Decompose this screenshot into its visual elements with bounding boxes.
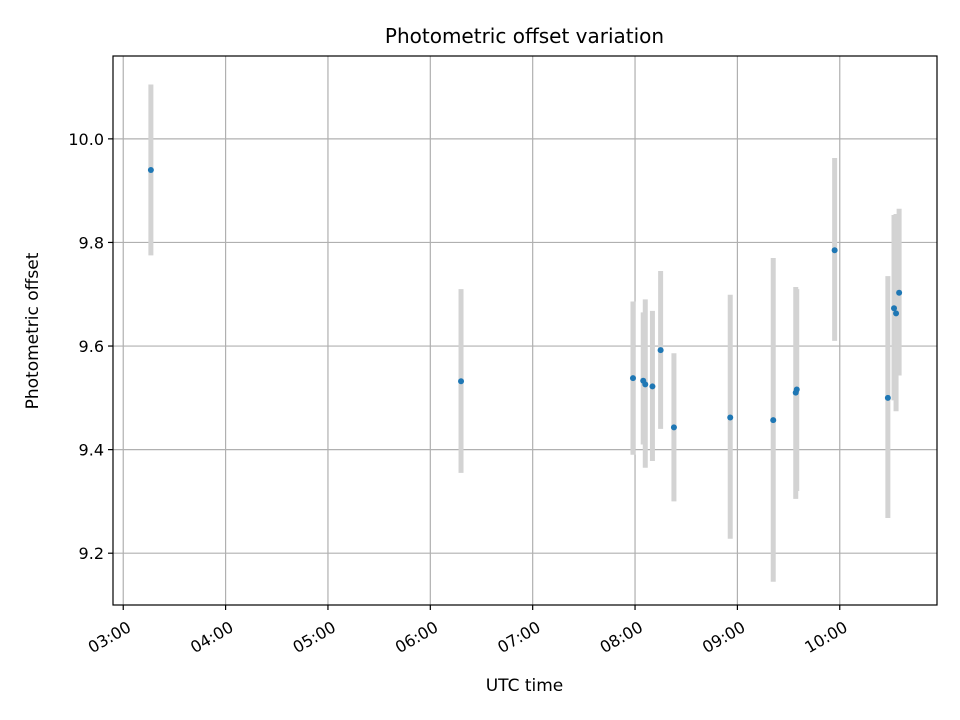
- data-point: [891, 305, 898, 312]
- y-tick-label: 9.6: [79, 337, 104, 356]
- data-point: [670, 424, 677, 431]
- data-point: [642, 381, 649, 388]
- data-point: [831, 247, 838, 254]
- data-point: [657, 347, 664, 354]
- data-point: [147, 166, 154, 173]
- x-axis-label: UTC time: [486, 676, 564, 696]
- y-tick-label: 9.8: [79, 233, 104, 252]
- y-tick-label: 9.4: [79, 441, 104, 460]
- chart-title: Photometric offset variation: [385, 24, 664, 48]
- data-point: [884, 394, 891, 401]
- data-point: [893, 310, 900, 317]
- y-axis-label: Photometric offset: [23, 252, 43, 409]
- data-point: [896, 289, 903, 296]
- data-point: [770, 417, 777, 424]
- y-tick-label: 9.2: [79, 544, 104, 563]
- data-point: [793, 386, 800, 393]
- data-points: [147, 166, 903, 431]
- data-point: [458, 378, 465, 385]
- data-point: [649, 383, 656, 390]
- data-point: [629, 375, 636, 382]
- y-tick-label: 10.0: [68, 130, 104, 149]
- data-point: [727, 414, 734, 421]
- plot-frame: [112, 55, 938, 606]
